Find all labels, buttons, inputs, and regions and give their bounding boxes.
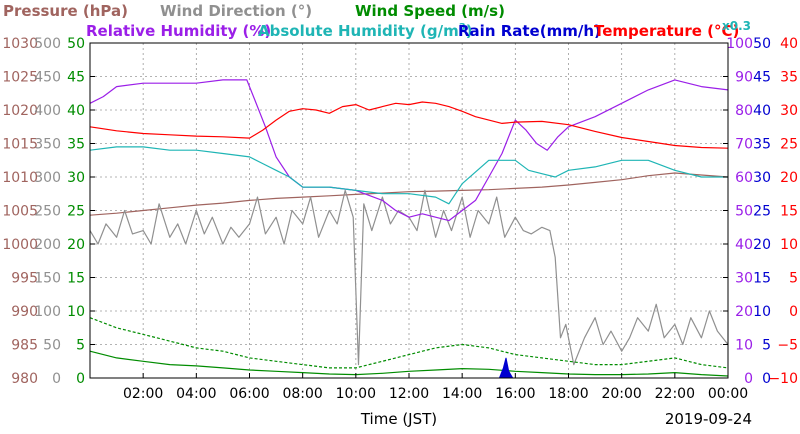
tick-label-pressure: 990 xyxy=(11,304,38,320)
tick-label-temperature: 30 xyxy=(780,103,798,119)
tick-label-pressure: 1020 xyxy=(2,103,38,119)
tick-label-wind-speed: 50 xyxy=(67,36,85,52)
tick-label-wind-speed: 10 xyxy=(67,304,85,320)
tick-label-wind-direction: 200 xyxy=(34,237,61,253)
tick-label-relative-humidity: 20 xyxy=(735,304,753,320)
grid xyxy=(90,43,728,378)
tick-label-relative-humidity: 100 xyxy=(726,36,753,52)
tick-label-temperature: 5 xyxy=(789,271,798,287)
tick-label-temperature: −5 xyxy=(777,338,798,354)
x-tick-label: 10:00 xyxy=(336,386,376,402)
tick-label-rain-rate: 45 xyxy=(753,70,771,86)
tick-label-pressure: 995 xyxy=(11,271,38,287)
tick-label-rain-rate: 35 xyxy=(753,137,771,153)
tick-label-relative-humidity: 80 xyxy=(735,103,753,119)
tick-label-relative-humidity: 0 xyxy=(744,371,753,387)
tick-label-rain-rate: 30 xyxy=(753,170,771,186)
tick-label-pressure: 985 xyxy=(11,338,38,354)
tick-label-pressure: 1025 xyxy=(2,70,38,86)
x-tick-label: 02:00 xyxy=(123,386,163,402)
tick-label-wind-direction: 500 xyxy=(34,36,61,52)
tick-label-temperature: 0 xyxy=(789,304,798,320)
tick-label-rain-rate: 50 xyxy=(753,36,771,52)
tick-label-temperature: 25 xyxy=(780,137,798,153)
series-temperature-c xyxy=(89,101,729,149)
left-axes: 1030102510201015101010051000995990985980… xyxy=(2,36,85,387)
tick-label-wind-speed: 5 xyxy=(76,338,85,354)
legend-relative-humidity: Relative Humidity (%) xyxy=(86,22,271,40)
series-pressure-hpa xyxy=(89,172,729,216)
tick-label-wind-direction: 50 xyxy=(43,338,61,354)
tick-label-wind-direction: 250 xyxy=(34,204,61,220)
x-tick-label: 16:00 xyxy=(495,386,535,402)
tick-label-wind-speed: 20 xyxy=(67,237,85,253)
tick-label-rain-rate: 25 xyxy=(753,204,771,220)
tick-label-wind-direction: 100 xyxy=(34,304,61,320)
tick-label-pressure: 1000 xyxy=(2,237,38,253)
x-tick-label: 12:00 xyxy=(389,386,429,402)
date-label: 2019-09-24 xyxy=(665,410,752,428)
x-tick-label: 04:00 xyxy=(176,386,216,402)
legend-absolute-humidity: Absolute Humidity (g/m3) xyxy=(258,22,473,40)
tick-label-wind-speed: 35 xyxy=(67,137,85,153)
tick-label-wind-direction: 350 xyxy=(34,137,61,153)
legend-absolute-humidity-scale: x0.3 xyxy=(722,19,751,33)
tick-label-temperature: 10 xyxy=(780,237,798,253)
legend-wind-direction: Wind Direction (°) xyxy=(160,2,312,20)
tick-label-rain-rate: 20 xyxy=(753,237,771,253)
tick-label-temperature: 40 xyxy=(780,36,798,52)
tick-label-relative-humidity: 10 xyxy=(735,338,753,354)
tick-label-relative-humidity: 40 xyxy=(735,237,753,253)
tick-label-pressure: 1030 xyxy=(2,36,38,52)
tick-label-relative-humidity: 70 xyxy=(735,137,753,153)
x-tick-label: 22:00 xyxy=(655,386,695,402)
x-tick-label: 06:00 xyxy=(229,386,269,402)
tick-label-wind-direction: 450 xyxy=(34,70,61,86)
tick-label-pressure: 1015 xyxy=(2,137,38,153)
x-tick-label: 08:00 xyxy=(282,386,322,402)
tick-label-wind-speed: 30 xyxy=(67,170,85,186)
tick-label-rain-rate: 15 xyxy=(753,271,771,287)
tick-label-temperature: 35 xyxy=(780,70,798,86)
series-relative-humidity xyxy=(89,79,729,222)
tick-label-wind-speed: 15 xyxy=(67,271,85,287)
x-axis: 02:00 04:00 06:00 08:00 10:00 12:00 14:00 16:00… xyxy=(90,76,748,402)
tick-label-pressure: 980 xyxy=(11,371,38,387)
series-absolute-humidity-g-m3 xyxy=(89,146,728,205)
tick-label-rain-rate: 10 xyxy=(753,304,771,320)
legend-pressure: Pressure (hPa) xyxy=(3,2,128,20)
tick-label-wind-direction: 0 xyxy=(52,371,61,387)
tick-label-rain-rate: 40 xyxy=(753,103,771,119)
tick-label-wind-speed: 25 xyxy=(67,204,85,220)
series-rain-rate-mm-h xyxy=(498,357,514,379)
tick-label-pressure: 1005 xyxy=(2,204,38,220)
legend-temperature: Temperature (°C) xyxy=(594,22,739,40)
legend-rain-rate: Rain Rate(mm/h) xyxy=(458,22,601,40)
tick-label-wind-speed: 45 xyxy=(67,70,85,86)
tick-label-temperature: 15 xyxy=(780,204,798,220)
tick-label-rain-rate: 0 xyxy=(762,371,771,387)
tick-label-wind-direction: 400 xyxy=(34,103,61,119)
x-tick-label: 14:00 xyxy=(442,386,482,402)
legend-wind-speed: Wind Speed (m/s) xyxy=(355,2,505,20)
tick-label-wind-speed: 0 xyxy=(76,371,85,387)
x-tick-label: 18:00 xyxy=(548,386,588,402)
tick-label-relative-humidity: 50 xyxy=(735,204,753,220)
tick-label-rain-rate: 5 xyxy=(762,338,771,354)
tick-label-relative-humidity: 90 xyxy=(735,70,753,86)
series-wind-speed-gust xyxy=(89,317,729,369)
x-tick-label: 00:00 xyxy=(708,386,748,402)
tick-label-temperature: 20 xyxy=(780,170,798,186)
right-axes: 1009080706050403020100504540353025201510… xyxy=(726,36,798,387)
tick-label-wind-direction: 300 xyxy=(34,170,61,186)
x-axis-label: Time (JST) xyxy=(360,410,437,428)
tick-label-relative-humidity: 60 xyxy=(735,170,753,186)
tick-label-relative-humidity: 30 xyxy=(735,271,753,287)
tick-label-wind-speed: 40 xyxy=(67,103,85,119)
tick-label-temperature: −10 xyxy=(768,371,798,387)
x-tick-label: 20:00 xyxy=(601,386,641,402)
tick-label-pressure: 1010 xyxy=(2,170,38,186)
tick-label-wind-direction: 150 xyxy=(34,271,61,287)
